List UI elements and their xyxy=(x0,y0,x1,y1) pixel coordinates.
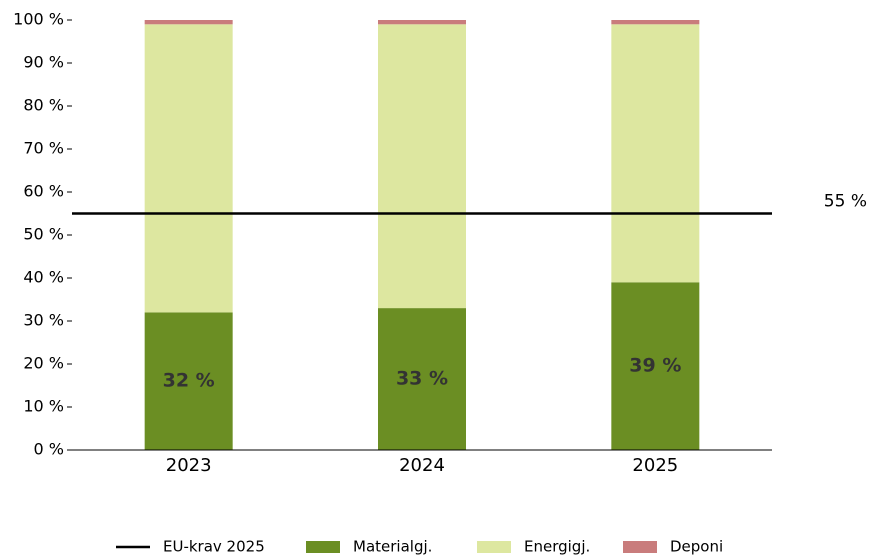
y-tick-label: 30 % xyxy=(23,311,64,330)
x-tick-label: 2023 xyxy=(166,455,212,476)
y-tick-label: 90 % xyxy=(23,53,64,72)
reference-label: 55 % xyxy=(824,192,867,212)
y-tick-label: 20 % xyxy=(23,354,64,373)
bar-segment xyxy=(144,312,233,450)
bar-segment xyxy=(378,20,466,25)
bar-segment xyxy=(378,24,466,309)
legend-label: Materialgj. xyxy=(353,538,432,556)
y-tick-label: 40 % xyxy=(23,268,64,287)
y-tick-label: 10 % xyxy=(23,397,64,416)
x-tick-label: 2025 xyxy=(632,455,678,476)
data-label: 32 % xyxy=(163,370,215,392)
data-label: 33 % xyxy=(396,368,448,390)
legend-swatch xyxy=(306,541,340,553)
bar-segment xyxy=(611,20,700,25)
legend-swatch xyxy=(623,541,657,553)
y-tick-label: 100 % xyxy=(13,10,64,29)
y-tick-label: 80 % xyxy=(23,96,64,115)
y-tick-label: 60 % xyxy=(23,182,64,201)
bar-segment xyxy=(611,282,700,450)
legend-label: Deponi xyxy=(670,538,723,556)
x-tick-label: 2024 xyxy=(399,455,445,476)
data-label: 39 % xyxy=(629,355,681,377)
legend-label: Energigj. xyxy=(524,538,590,556)
legend-label: EU-krav 2025 xyxy=(163,538,265,556)
bar-segment xyxy=(144,24,233,313)
bar-segment xyxy=(611,24,700,283)
bar-segment xyxy=(378,308,466,450)
legend-swatch xyxy=(477,541,511,553)
bar-segment xyxy=(144,20,233,25)
y-tick-label: 50 % xyxy=(23,225,64,244)
y-tick-label: 70 % xyxy=(23,139,64,158)
y-tick-label: 0 % xyxy=(34,440,64,459)
